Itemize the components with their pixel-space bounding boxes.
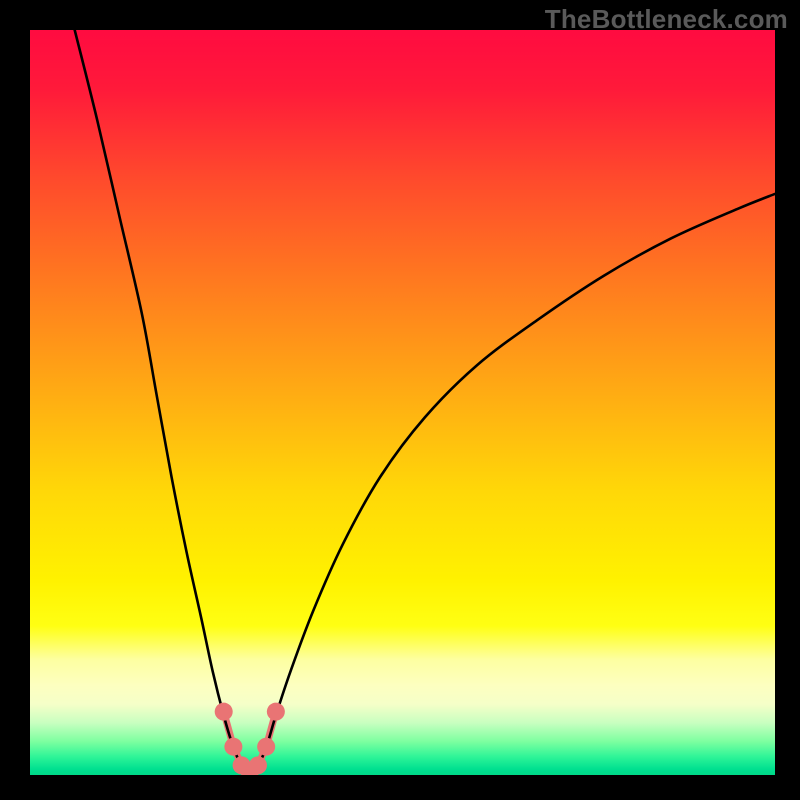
marker-dots bbox=[215, 703, 285, 775]
curve-layer bbox=[30, 30, 775, 775]
plot-area bbox=[30, 30, 775, 775]
bottleneck-curve bbox=[75, 30, 775, 771]
chart-frame: TheBottleneck.com bbox=[0, 0, 800, 800]
watermark-text: TheBottleneck.com bbox=[545, 4, 788, 35]
